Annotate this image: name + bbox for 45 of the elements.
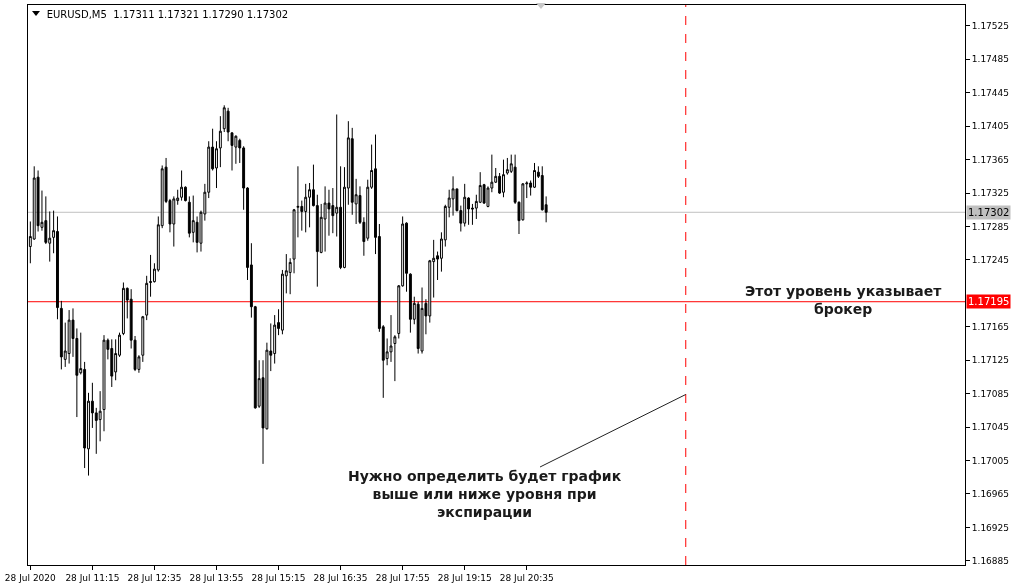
candlestick [502, 159, 505, 198]
candlestick [56, 215, 59, 320]
y-tick-label: 1.17365 [971, 154, 1010, 165]
y-tick-label: 1.17085 [971, 388, 1010, 399]
candlestick [451, 175, 455, 217]
y-tick-label: 1.17165 [971, 321, 1010, 332]
y-tick-label: 1.17485 [971, 54, 1010, 65]
candlestick [149, 254, 152, 298]
candlestick [67, 309, 71, 365]
annotation: Нужно определить будет график выше или ниже уровня при экспирации [348, 468, 622, 521]
y-tick-label: 1.17245 [971, 255, 1010, 266]
candlestick [121, 281, 125, 336]
y-tick-label: 1.16885 [971, 555, 1010, 566]
y-tick-label: 1.17125 [971, 355, 1010, 366]
y-tick-label: 1.16965 [971, 489, 1010, 500]
candlestick [180, 169, 184, 202]
candlestick [420, 287, 424, 355]
x-tick-label: 28 Jul 17:55 [375, 572, 430, 583]
ref-line-label: 1.17195 [968, 296, 1010, 307]
candlestick [304, 183, 308, 233]
x-tick-label: 28 Jul 11:15 [65, 572, 120, 583]
y-tick-label: 1.17285 [971, 221, 1010, 232]
candlestick [145, 275, 149, 321]
y-tick-label: 1.16925 [971, 522, 1010, 533]
candlestick [505, 157, 509, 176]
y-tick-label: 1.17005 [971, 455, 1010, 466]
y-tick-label: 1.17445 [971, 87, 1010, 98]
annotation: Этот уровень указывает брокер [745, 283, 943, 318]
x-tick-label: 28 Jul 2020 [4, 572, 57, 583]
ref-line-label: 1.17302 [968, 207, 1010, 218]
candlestick [187, 195, 191, 238]
y-tick-label: 1.17325 [971, 188, 1010, 199]
candlestick [59, 300, 63, 370]
y-tick-label: 1.17045 [971, 422, 1010, 433]
x-tick-label: 28 Jul 19:15 [437, 572, 492, 583]
y-tick-label: 1.17525 [971, 21, 1010, 32]
y-tick-label: 1.17405 [971, 121, 1010, 132]
candlestick [323, 185, 327, 253]
chart-title: EURUSD,M5 1.17311 1.17321 1.17290 1.17302 [46, 8, 289, 20]
candlestick [110, 338, 114, 388]
x-tick-label: 28 Jul 12:35 [127, 572, 182, 583]
x-tick-label: 28 Jul 13:55 [189, 572, 244, 583]
x-tick-label: 28 Jul 20:35 [499, 572, 554, 583]
x-tick-label: 28 Jul 16:35 [313, 572, 368, 583]
x-tick-label: 28 Jul 15:15 [251, 572, 306, 583]
